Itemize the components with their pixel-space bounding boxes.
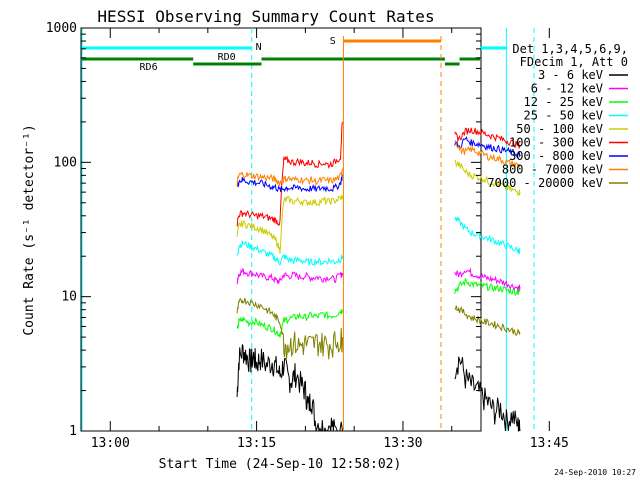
y-axis-ticks: 1 10 100 1000: [46, 21, 481, 439]
legend-title-line-2: FDecim 1, Att 0: [520, 55, 628, 69]
series-50-100keV: [236, 160, 521, 254]
n-flag-label: N: [256, 42, 262, 53]
series-line: [454, 127, 521, 149]
series-100-300keV: [236, 121, 521, 227]
y-tick-label: 10: [61, 290, 77, 305]
series-line: [236, 309, 343, 338]
legend-entry-label: 800 - 7000 keV: [502, 163, 603, 177]
x-tick-label: 13:15: [237, 436, 276, 451]
series-line: [236, 194, 343, 254]
series-line: [454, 267, 521, 292]
legend-entry-label: 7000 - 20000 keV: [487, 176, 603, 190]
timestamp: 24-Sep-2010 10:27: [554, 468, 636, 477]
series-12-25keV: [236, 278, 521, 338]
legend-entry-label: 6 - 12 keV: [531, 82, 603, 96]
y-axis-label: Count Rate (s⁻¹ detector⁻¹): [22, 124, 37, 335]
series-line: [454, 136, 521, 159]
series-line: [454, 216, 521, 255]
series-line: [236, 168, 343, 186]
x-axis-label: Start Time (24-Sep-10 12:58:02): [159, 457, 402, 472]
legend: Det 1,3,4,5,6,9, FDecim 1, Att 0 3 - 6 k…: [487, 42, 628, 190]
y-tick-label: 1: [69, 424, 77, 439]
legend-entry-label: 100 - 300 keV: [509, 136, 603, 150]
legend-entry-label: 3 - 6 keV: [538, 68, 603, 82]
series-line: [454, 278, 521, 297]
plot-frame: [80, 27, 482, 432]
s-flag-label: S: [330, 36, 336, 47]
series-3-6keV: [236, 344, 521, 432]
series-300-800keV: [236, 136, 521, 193]
legend-title-line-1: Det 1,3,4,5,6,9,: [512, 42, 628, 56]
series-800-7000keV: [236, 140, 521, 186]
x-tick-label: 13:30: [383, 436, 422, 451]
series-line: [236, 121, 343, 227]
series-layer: [236, 121, 521, 432]
series-line: [454, 140, 521, 169]
y-tick-label: 100: [54, 155, 77, 170]
rd6-flag-label: RD6: [140, 62, 158, 73]
chart-title: HESSI Observing Summary Count Rates: [97, 7, 434, 26]
legend-entry-label: 25 - 50 keV: [524, 109, 603, 123]
x-tick-label: 13:45: [530, 436, 569, 451]
x-tick-label: 13:00: [91, 436, 130, 451]
series-line: [236, 344, 343, 432]
series-6-12keV: [236, 267, 521, 292]
series-line: [236, 173, 343, 193]
series-line: [236, 297, 343, 360]
rd0-flag-label: RD0: [218, 52, 236, 63]
series-line: [454, 356, 521, 432]
series-line: [454, 160, 521, 197]
legend-entry-label: 300 - 800 keV: [509, 149, 603, 163]
series-line: [454, 305, 521, 337]
series-line: [236, 240, 343, 267]
legend-entry-label: 50 - 100 keV: [516, 122, 603, 136]
series-7000-20000keV: [236, 297, 521, 360]
series-25-50keV: [236, 216, 521, 267]
series-line: [236, 268, 343, 285]
y-tick-label: 1000: [46, 21, 77, 36]
legend-entry-label: 12 - 25 keV: [524, 95, 603, 109]
